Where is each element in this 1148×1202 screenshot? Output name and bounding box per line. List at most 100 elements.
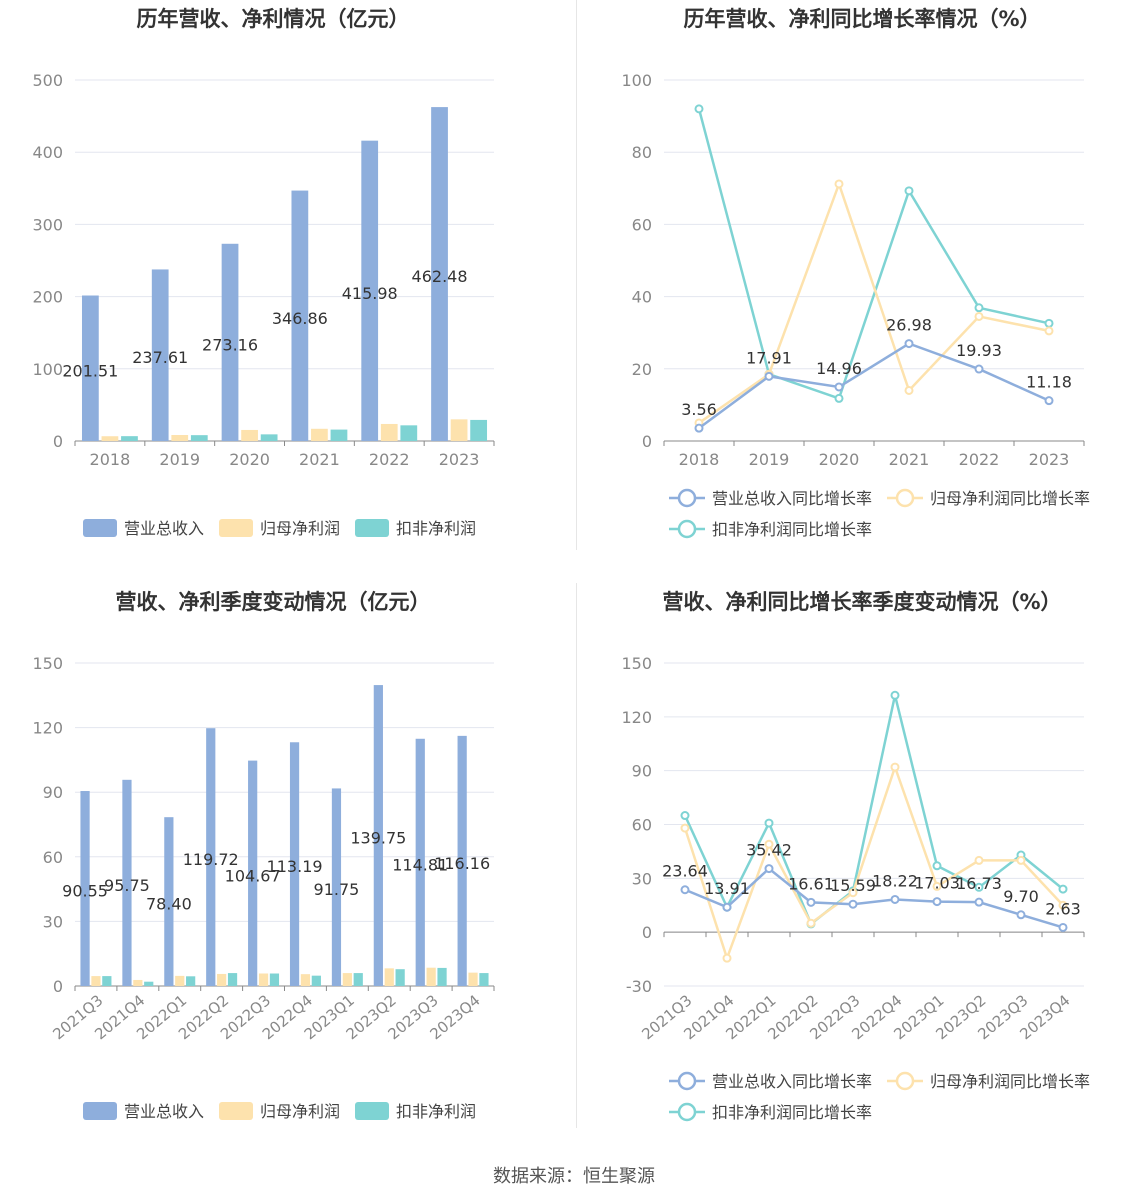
bar-net-profit	[217, 973, 227, 986]
bar-revenue	[80, 791, 90, 986]
legend-swatch-marker	[677, 488, 697, 508]
data-point	[890, 894, 900, 904]
quarterly-growth-rate-chart: 营收、净利同比增长率季度变动情况（%） -30 0 30 60 90 120 150 2021Q…	[574, 583, 1148, 1158]
y-tick-label: 30	[632, 869, 652, 888]
data-label: 11.18	[1026, 373, 1072, 392]
data-point	[904, 385, 914, 395]
bar-deducted-profit	[395, 969, 405, 986]
data-point	[722, 953, 732, 963]
legend-label: 扣非净利润	[396, 519, 476, 538]
y-tick-label: 60	[632, 215, 652, 234]
data-label: 19.93	[956, 341, 1002, 360]
x-tick-label: 2019	[159, 450, 200, 469]
data-label: 13.91	[704, 879, 750, 898]
data-point	[904, 339, 914, 349]
bar-deducted-profit	[190, 435, 208, 441]
annual-growth-rate-chart: 历年营收、净利同比增长率情况（%） 0 20 40 60 80 100 2018 2019 202…	[574, 0, 1148, 575]
bar-revenue	[331, 788, 342, 986]
bar-net-profit	[311, 428, 328, 441]
x-tick-label: 2019	[749, 450, 790, 469]
legend-swatch-marker	[677, 1071, 697, 1091]
bar-net-profit	[380, 423, 398, 441]
data-label: 273.16	[202, 335, 258, 354]
data-label: 95.75	[104, 876, 150, 895]
data-point	[806, 918, 816, 928]
y-tick-label: 200	[32, 288, 63, 307]
bar-net-profit	[258, 973, 269, 986]
data-label: 9.70	[1003, 887, 1039, 906]
bar-deducted-profit	[260, 434, 278, 441]
series-line-net-profit	[698, 180, 1050, 424]
data-point	[694, 104, 704, 114]
chart-group: 营收、净利季度变动情况（亿元）03060901201502021Q32021Q4…	[32, 590, 495, 1121]
data-label: 16.61	[788, 874, 834, 893]
data-point	[974, 855, 984, 865]
data-label: 16.73	[956, 874, 1002, 893]
bar-deducted-profit	[102, 976, 112, 986]
data-label: 237.61	[132, 348, 188, 367]
bar-revenue	[431, 107, 448, 441]
y-tick-label: 90	[632, 762, 652, 781]
data-label: 26.98	[886, 316, 932, 335]
bar-net-profit	[171, 435, 189, 441]
data-point	[1016, 910, 1026, 920]
legend-label: 归母净利润同比增长率	[930, 1072, 1090, 1091]
divider-bottom	[576, 583, 577, 1128]
y-tick-label: 400	[32, 143, 63, 162]
bar-net-profit	[241, 429, 258, 441]
y-tick-label: 60	[43, 848, 63, 867]
data-point	[1058, 900, 1068, 910]
legend-label: 营业总收入	[124, 1102, 204, 1121]
data-point	[1044, 326, 1054, 336]
legend-swatch	[355, 1102, 389, 1120]
y-tick-label: 0	[53, 432, 63, 451]
y-tick-label: 120	[621, 708, 652, 727]
data-point	[834, 179, 844, 189]
chart-group: 历年营收、净利情况（亿元） 0 100 200 300 400 500 2018 2019 202…	[32, 7, 495, 538]
data-label: 104.67	[225, 866, 281, 885]
series-line-revenue	[698, 342, 1050, 430]
data-point	[974, 303, 984, 313]
y-tick-label: 0	[642, 923, 652, 942]
bar-net-profit	[101, 436, 119, 441]
bar-deducted-profit	[227, 973, 238, 986]
data-point	[694, 423, 704, 433]
legend-swatch	[219, 1102, 253, 1120]
data-label: 114.81	[392, 855, 448, 874]
legend-swatch-marker	[677, 1102, 697, 1122]
legend-label: 扣非净利润同比增长率	[712, 1103, 872, 1122]
data-label: 17.03	[914, 874, 960, 893]
x-tick-label: 2023	[1029, 450, 1070, 469]
data-label: 18.22	[872, 871, 918, 890]
bar-deducted-profit	[186, 976, 196, 986]
data-label: 119.72	[183, 850, 239, 869]
y-tick-label: 60	[632, 816, 652, 835]
bar-deducted-profit	[269, 973, 280, 986]
divider-top	[576, 0, 577, 550]
bar-revenue	[81, 295, 99, 441]
legend-label: 营业总收入同比增长率	[712, 489, 872, 508]
data-label: 2.63	[1045, 899, 1081, 918]
data-point	[764, 818, 774, 828]
bar-revenue	[289, 742, 300, 986]
bar-revenue	[122, 779, 132, 986]
bar-revenue	[221, 243, 239, 441]
legend-label: 归母净利润	[260, 519, 340, 538]
bar-net-profit	[133, 979, 143, 986]
legend-label: 归母净利润	[260, 1102, 340, 1121]
data-point	[1058, 884, 1068, 894]
chart-group: 历年营收、净利同比增长率情况（%） 0 20 40 60 80 100 2018 2019 202…	[621, 7, 1090, 539]
chart-group: 营收、净利同比增长率季度变动情况（%）-3003060901201502021Q…	[621, 590, 1090, 1122]
data-point	[904, 186, 914, 196]
y-tick-label: 90	[43, 783, 63, 802]
chart-title: 营收、净利同比增长率季度变动情况（%）	[662, 590, 1061, 614]
data-point	[932, 881, 942, 891]
y-tick-label: 120	[32, 719, 63, 738]
legend-swatch-marker	[895, 488, 915, 508]
bar-net-profit	[175, 975, 185, 986]
bar-net-profit	[426, 967, 436, 986]
x-tick-label: 2018	[679, 450, 720, 469]
y-tick-label: 30	[43, 912, 63, 931]
data-point	[834, 393, 844, 403]
data-label: 15.59	[830, 876, 876, 895]
